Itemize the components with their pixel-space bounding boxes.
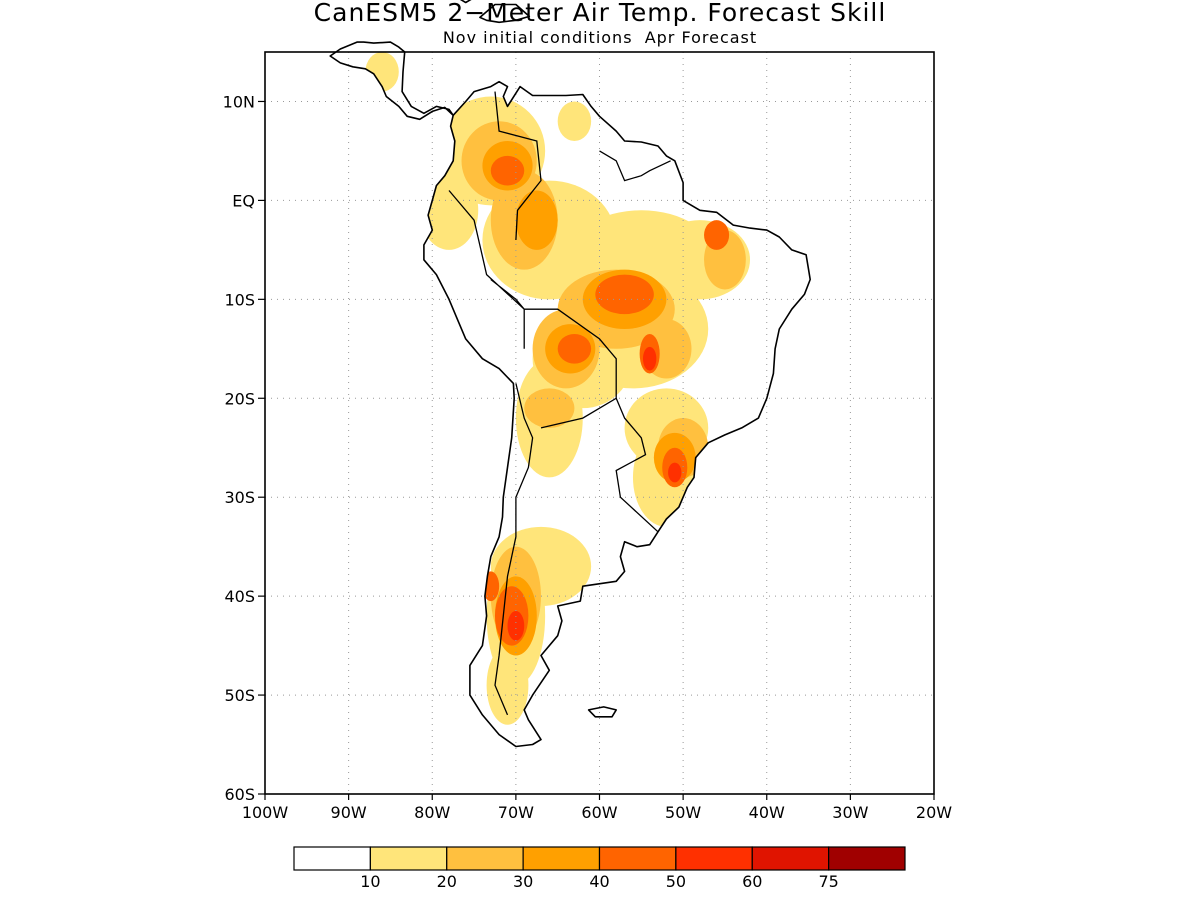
lon-label: 50W (665, 803, 701, 822)
central-america-coastline (329, 41, 454, 121)
lon-label: 30W (832, 803, 868, 822)
skill-contour-patch (595, 274, 654, 315)
skill-contour-patch (515, 190, 558, 250)
gridlines (265, 52, 934, 794)
south-america-coastline (423, 80, 811, 748)
colorbar-label: 10 (360, 872, 380, 891)
colorbar-swatch (598, 846, 677, 871)
lon-label: 60W (581, 803, 617, 822)
lat-label: 60S (224, 785, 255, 804)
country-border (494, 91, 542, 241)
country-border (494, 383, 534, 716)
colorbar-swatch (675, 846, 753, 871)
country-border (523, 308, 617, 429)
skill-contour-patch (507, 610, 525, 641)
cuba-coastline (459, 0, 472, 4)
colorbar-label: 75 (818, 872, 838, 891)
lat-label: 40S (224, 587, 255, 606)
colorbar-label: 30 (513, 872, 533, 891)
lon-axis-labels: 100W 90W 80W 70W 60W 50W 40W 30W 20W (242, 794, 952, 822)
country-border (599, 150, 671, 182)
country-border (448, 190, 525, 310)
skill-contour-patch (704, 220, 730, 250)
lon-label: 80W (414, 803, 450, 822)
lat-label: 50S (224, 686, 255, 705)
colorbar-swatch (828, 846, 906, 871)
skill-contour-patch (642, 346, 657, 371)
lat-label: 30S (224, 488, 255, 507)
lat-axis-labels: 10N EQ 10S 20S 30S 40S 50S 60S (223, 92, 265, 804)
lon-label: 90W (331, 803, 367, 822)
colorbar-label: 20 (437, 872, 457, 891)
colorbar-swatch (446, 846, 524, 871)
map-title: CanESM5 2−Meter Air Temp. Forecast Skill (313, 0, 887, 27)
skill-contour-patch (557, 333, 592, 364)
colorbar-legend: 10 20 30 40 50 60 75 (293, 846, 906, 891)
lon-label: 70W (498, 803, 534, 822)
skill-contour-patch (668, 462, 682, 483)
lon-label: 40W (749, 803, 785, 822)
colorbar-label: 40 (589, 872, 609, 891)
colorbar-swatch (751, 846, 830, 871)
skill-contour-patch (524, 388, 575, 428)
lon-label: 20W (916, 803, 952, 822)
lat-label: 20S (224, 389, 255, 408)
lat-label: 10S (224, 290, 255, 309)
country-border (615, 398, 659, 533)
hispaniola-coastline (479, 3, 531, 24)
lat-label: EQ (232, 191, 255, 210)
falkland-islands-coastline (587, 706, 617, 718)
colorbar-label: 50 (666, 872, 686, 891)
lat-label: 10N (223, 92, 255, 111)
skill-contour-patch (486, 645, 529, 725)
skill-contour-patch (557, 101, 592, 142)
lon-label: 100W (242, 803, 289, 822)
colorbar-label: 60 (742, 872, 762, 891)
coastlines (329, 0, 811, 748)
colorbar-swatch (293, 846, 371, 871)
skill-shading (365, 52, 751, 725)
skill-contour-patch (490, 155, 525, 186)
colorbar-swatch (522, 846, 601, 871)
colorbar-swatch (369, 846, 448, 871)
map-subtitle: Nov initial conditions Apr Forecast (442, 28, 758, 47)
